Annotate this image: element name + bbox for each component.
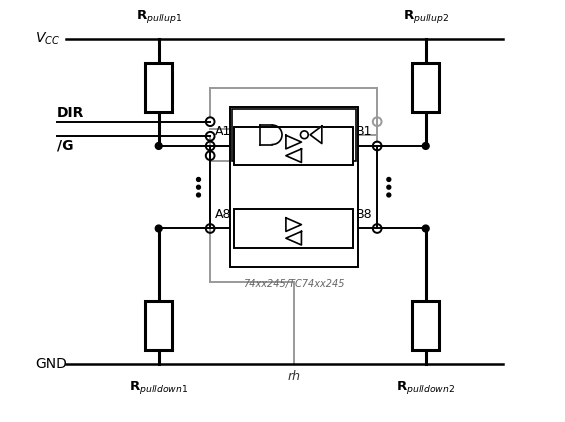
Circle shape (422, 143, 429, 149)
Circle shape (197, 185, 201, 189)
Bar (234, 209, 353, 248)
Bar (145, 301, 172, 350)
Text: rh: rh (287, 370, 300, 383)
Text: B1: B1 (356, 125, 372, 138)
Circle shape (387, 185, 391, 189)
Text: 74xx245/TC74xx245: 74xx245/TC74xx245 (243, 279, 345, 289)
Bar (232, 109, 356, 160)
Text: DIR: DIR (56, 106, 84, 120)
Bar (234, 127, 353, 165)
Circle shape (422, 225, 429, 232)
Polygon shape (286, 218, 302, 231)
Circle shape (387, 193, 391, 197)
Polygon shape (286, 135, 302, 149)
Bar (412, 301, 440, 350)
Text: R$_{pullup1}$: R$_{pullup1}$ (136, 8, 182, 24)
Bar (412, 63, 440, 112)
Text: /G: /G (56, 138, 73, 152)
Circle shape (197, 178, 201, 181)
Circle shape (197, 193, 201, 197)
Bar (229, 107, 358, 267)
Text: GND: GND (36, 357, 67, 371)
Polygon shape (286, 231, 302, 245)
Text: R$_{pulldown2}$: R$_{pulldown2}$ (396, 379, 455, 396)
Text: V$_{CC}$: V$_{CC}$ (36, 31, 60, 47)
Text: R$_{pulldown1}$: R$_{pulldown1}$ (129, 379, 188, 396)
Polygon shape (310, 126, 322, 143)
Polygon shape (286, 149, 302, 162)
Text: B8: B8 (356, 208, 372, 221)
Bar (145, 63, 172, 112)
Circle shape (155, 225, 162, 232)
Text: A8: A8 (215, 208, 232, 221)
Text: A1: A1 (215, 125, 232, 138)
Circle shape (387, 178, 391, 181)
Circle shape (155, 143, 162, 149)
Text: R$_{pullup2}$: R$_{pullup2}$ (403, 8, 449, 24)
